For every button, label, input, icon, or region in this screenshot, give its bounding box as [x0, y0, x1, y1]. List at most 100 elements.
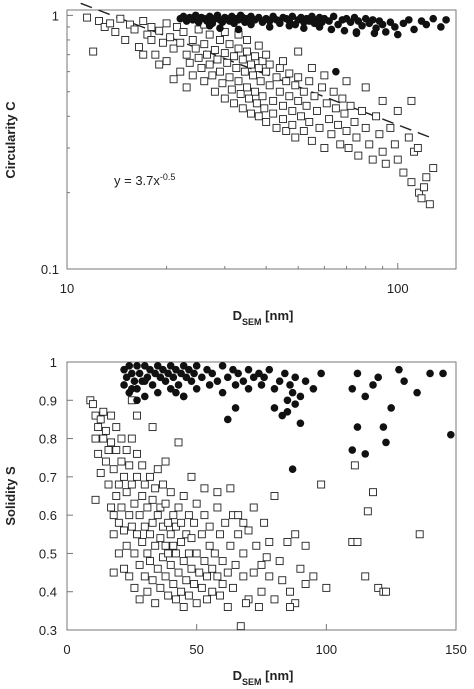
open-square-point [122, 541, 131, 550]
open-square-point [109, 511, 118, 520]
open-square-point [200, 557, 209, 566]
filled-circle-point [283, 407, 292, 416]
open-square-point [146, 472, 154, 481]
open-square-point [358, 106, 367, 115]
filled-circle-point [291, 400, 300, 408]
open-square-point [243, 36, 251, 44]
fit-equation-base: y = 3.7x [114, 173, 160, 188]
open-square-point [265, 81, 274, 90]
open-square-point [286, 587, 294, 596]
open-square-point [127, 434, 136, 443]
filled-circle-point [437, 23, 445, 31]
filled-circle-point [192, 362, 201, 370]
open-square-point [210, 46, 219, 54]
open-square-point [223, 568, 232, 577]
filled-circle-point [285, 21, 294, 30]
open-square-point [200, 40, 209, 49]
open-square-point [419, 183, 428, 192]
filled-circle-point [393, 30, 402, 39]
open-square-point [95, 17, 104, 25]
open-square-point [114, 518, 123, 527]
open-square-point [342, 77, 351, 86]
open-square-point [146, 557, 154, 566]
filled-circle-point [270, 385, 279, 393]
open-square-point [187, 534, 196, 543]
open-square-point [153, 465, 162, 474]
open-square-point [234, 77, 243, 86]
open-square-point [153, 564, 162, 573]
open-square-point [288, 106, 297, 115]
open-square-point [283, 537, 292, 546]
open-square-point [215, 67, 224, 76]
open-square-point [317, 480, 326, 489]
open-square-point [425, 200, 434, 209]
open-square-point [117, 457, 126, 466]
tick-labels: 10 100 0.1 1 [41, 8, 409, 296]
filled-circle-point [439, 369, 447, 378]
open-square-point [127, 522, 136, 531]
open-square-point [140, 572, 149, 581]
filled-circle-point [429, 14, 438, 23]
open-square-point [151, 599, 160, 608]
filled-circle-point [218, 362, 227, 370]
filled-circle-point [120, 365, 128, 374]
open-square-point [210, 87, 219, 96]
open-square-point [120, 564, 129, 573]
open-square-point [120, 472, 129, 481]
filled-circle-point [159, 365, 167, 374]
filled-circle-point [400, 377, 408, 385]
open-square-point [318, 83, 326, 92]
open-square-point [125, 461, 134, 470]
filled-circle-point [348, 385, 357, 393]
filled-circle-point [382, 438, 390, 447]
filled-circle-point [161, 377, 170, 385]
open-square-point [208, 564, 217, 573]
plot-frame [66, 361, 457, 631]
open-square-point [143, 587, 152, 596]
open-square-point [220, 28, 229, 36]
open-square-point [234, 44, 243, 53]
filled-circle-point [208, 369, 217, 378]
filled-circle-point [216, 24, 224, 33]
y-tick-label: 0.3 [39, 623, 57, 638]
open-square-point [179, 492, 188, 500]
open-square-point [96, 415, 105, 424]
filled-circle-point [141, 362, 149, 370]
open-square-point [225, 40, 234, 49]
open-square-point [176, 67, 185, 76]
filled-circle-point [177, 369, 185, 378]
open-square-point [262, 50, 271, 59]
open-square-point [125, 511, 134, 520]
filled-circle-point [281, 369, 289, 378]
open-square-point [365, 140, 374, 149]
filled-circle-point [426, 369, 434, 378]
y-axis-label: Circularity C [3, 101, 18, 179]
filled-circle-point [179, 392, 188, 401]
filled-circle-point [133, 362, 141, 370]
filled-circle-point [234, 369, 242, 378]
open-square-point [166, 560, 175, 569]
open-square-point [111, 28, 120, 36]
open-square-point [291, 133, 300, 142]
open-square-point [203, 50, 211, 59]
open-square-point [174, 438, 183, 447]
open-square-point [184, 591, 193, 600]
open-square-point [134, 43, 143, 52]
open-square-point [164, 518, 173, 527]
open-square-point [139, 50, 148, 59]
open-square-point [218, 580, 227, 589]
open-square-point [182, 576, 191, 585]
open-square-point [148, 423, 157, 432]
data-points [83, 11, 450, 209]
open-square-point [291, 81, 300, 90]
filled-circle-point [128, 369, 136, 378]
open-square-point [363, 507, 372, 516]
open-square-point [368, 155, 377, 164]
filled-circle-point [223, 373, 232, 382]
filled-circle-point [296, 419, 305, 428]
open-square-point [122, 488, 131, 497]
open-square-point [413, 144, 422, 152]
open-square-point [313, 106, 321, 115]
open-square-point [272, 123, 281, 132]
open-square-point [325, 115, 334, 124]
